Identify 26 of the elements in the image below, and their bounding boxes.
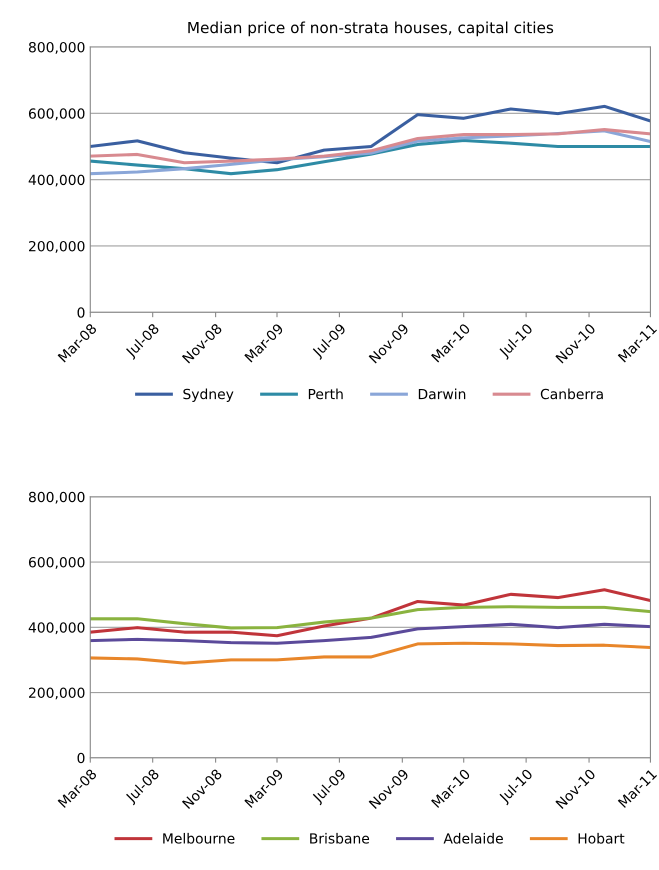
y-tick-label: 400,000: [28, 174, 84, 187]
y-tick-label: 200,000: [29, 240, 84, 253]
line-series: [90, 622, 650, 645]
legend-label: Brisbane: [310, 832, 370, 844]
legend-label: Adelaide: [444, 832, 503, 844]
legend-label: Melbourne: [163, 832, 234, 844]
line-series: [90, 104, 650, 164]
y-tick-label: 600,000: [28, 556, 84, 569]
line-series: [90, 128, 650, 164]
y-tick-label: 0: [78, 307, 84, 318]
legend-label: Hobart: [578, 832, 624, 844]
y-tick-label: 400,000: [28, 622, 84, 634]
line-series: [90, 138, 650, 176]
line-series: [90, 605, 650, 630]
line-series: [90, 642, 650, 665]
line-series: [90, 588, 650, 638]
chart-title: Median price of non-strata houses, capital cities: [188, 21, 554, 36]
legend-label: Canberra: [540, 388, 603, 400]
legend-label: Sydney: [183, 388, 234, 402]
y-tick-label: 800,000: [28, 492, 84, 504]
y-tick-label: 800,000: [28, 42, 84, 54]
legend-label: Perth: [308, 388, 343, 400]
y-tick-label: 0: [78, 752, 84, 764]
y-tick-label: 200,000: [29, 687, 84, 700]
y-tick-label: 600,000: [28, 108, 84, 120]
legend-label: Darwin: [418, 388, 466, 400]
